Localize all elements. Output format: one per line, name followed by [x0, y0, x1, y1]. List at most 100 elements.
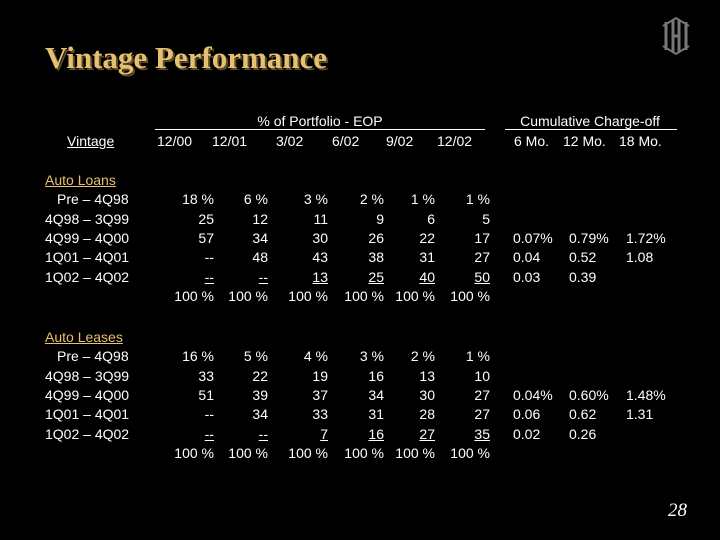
- table-cell: 1 %: [465, 191, 490, 207]
- table-cell: 6: [427, 211, 435, 227]
- chargeoff-cell: 0.04: [513, 249, 541, 265]
- table-cell: 9: [376, 211, 384, 227]
- table-cell: 50: [474, 269, 490, 285]
- table-cell: 27: [419, 426, 435, 442]
- table-cell: 2 %: [359, 191, 384, 207]
- company-logo-icon: [662, 16, 690, 56]
- chargeoff-cell: 1.48%: [626, 387, 666, 403]
- chargeoff-cell: 0.60%: [569, 387, 609, 403]
- co-col-header: 12 Mo.: [563, 133, 606, 149]
- vintage-header: Vintage: [67, 133, 115, 149]
- table-cell: 51: [198, 387, 214, 403]
- table-cell: 18 %: [182, 191, 214, 207]
- row-label: 4Q98 – 3Q99: [45, 211, 130, 227]
- total-cell: 100 %: [174, 445, 214, 461]
- table-cell: 34: [368, 387, 384, 403]
- table-cell: 38: [368, 249, 384, 265]
- table-cell: 27: [474, 249, 490, 265]
- table-cell: 34: [252, 406, 268, 422]
- co-col-header: 18 Mo.: [619, 133, 662, 149]
- row-label: 1Q01 – 4Q01: [45, 249, 130, 265]
- col-header: 9/02: [386, 133, 414, 149]
- table-cell: 33: [312, 406, 328, 422]
- table-cell: 2 %: [410, 348, 435, 364]
- chargeoff-cell: 0.26: [569, 426, 597, 442]
- chargeoff-cell: 0.52: [569, 249, 597, 265]
- chargeoff-cell: 0.07%: [513, 230, 553, 246]
- table-cell: 27: [474, 406, 490, 422]
- col-header: 12/02: [437, 133, 473, 149]
- table-cell: 11: [313, 211, 328, 227]
- chargeoff-header: Cumulative Charge-off: [520, 113, 660, 129]
- col-header: 6/02: [332, 133, 360, 149]
- total-cell: 100 %: [288, 445, 328, 461]
- chargeoff-cell: 0.62: [569, 406, 597, 422]
- chargeoff-cell: 0.06: [513, 406, 541, 422]
- table-cell: 31: [368, 406, 384, 422]
- table-cell: 6 %: [243, 191, 268, 207]
- table-cell: 1 %: [410, 191, 435, 207]
- table-cell: 7: [320, 426, 328, 442]
- total-cell: 100 %: [228, 288, 268, 304]
- table-cell: 48: [252, 249, 268, 265]
- table-cell: 5 %: [243, 348, 268, 364]
- table-cell: 16: [368, 426, 384, 442]
- chargeoff-cell: 0.04%: [513, 387, 553, 403]
- table-cell: 17: [474, 230, 490, 246]
- table-cell: 13: [312, 269, 328, 285]
- chargeoff-cell: 1.72%: [626, 230, 666, 246]
- co-col-header: 6 Mo.: [514, 133, 550, 149]
- chargeoff-cell: 0.79%: [569, 230, 609, 246]
- table-cell: 22: [419, 230, 435, 246]
- total-cell: 100 %: [450, 445, 490, 461]
- row-label: 4Q98 – 3Q99: [45, 368, 130, 384]
- table-cell: 26: [368, 230, 384, 246]
- table-cell: --: [258, 269, 268, 285]
- table-cell: --: [258, 426, 268, 442]
- total-cell: 100 %: [174, 288, 214, 304]
- table-cell: --: [204, 406, 214, 422]
- chargeoff-cell: 0.39: [569, 269, 597, 285]
- table-cell: 10: [474, 368, 490, 384]
- table-cell: 40: [419, 269, 435, 285]
- table-cell: 28: [419, 406, 435, 422]
- table-cell: 35: [474, 426, 490, 442]
- row-label: 4Q99 – 4Q00: [45, 230, 130, 246]
- table-cell: 43: [312, 249, 328, 265]
- chargeoff-cell: 0.02: [513, 426, 541, 442]
- page-number: 28: [668, 500, 687, 521]
- row-label: Pre – 4Q98: [57, 191, 129, 207]
- chargeoff-cell: 1.31: [626, 406, 654, 422]
- table-cell: 3 %: [359, 348, 384, 364]
- total-cell: 100 %: [288, 288, 328, 304]
- header-rule: [505, 129, 677, 130]
- row-label: 1Q01 – 4Q01: [45, 406, 130, 422]
- section-title: Auto Loans: [45, 172, 116, 188]
- table-cell: 30: [419, 387, 435, 403]
- table-cell: 13: [419, 368, 435, 384]
- table-cell: 30: [312, 230, 328, 246]
- total-cell: 100 %: [395, 445, 435, 461]
- table-cell: 25: [198, 211, 214, 227]
- col-header: 3/02: [276, 133, 304, 149]
- portfolio-header: % of Portfolio - EOP: [257, 113, 383, 129]
- row-label: 1Q02 – 4Q02: [45, 426, 130, 442]
- row-label: 4Q99 – 4Q00: [45, 387, 130, 403]
- table-cell: 1 %: [465, 348, 490, 364]
- table-cell: 16 %: [182, 348, 214, 364]
- table-cell: 4 %: [303, 348, 328, 364]
- row-label: 1Q02 – 4Q02: [45, 269, 130, 285]
- table-cell: --: [204, 426, 214, 442]
- table-cell: 37: [312, 387, 328, 403]
- table-cell: 12: [252, 211, 268, 227]
- section-title: Auto Leases: [45, 329, 123, 345]
- table-cell: 22: [252, 368, 268, 384]
- table-cell: 31: [419, 249, 435, 265]
- header-rule: [155, 129, 485, 130]
- table-cell: 39: [252, 387, 268, 403]
- total-cell: 100 %: [395, 288, 435, 304]
- table-cell: 19: [312, 368, 328, 384]
- table-cell: 34: [252, 230, 268, 246]
- table-cell: 25: [368, 269, 384, 285]
- table-cell: 57: [198, 230, 214, 246]
